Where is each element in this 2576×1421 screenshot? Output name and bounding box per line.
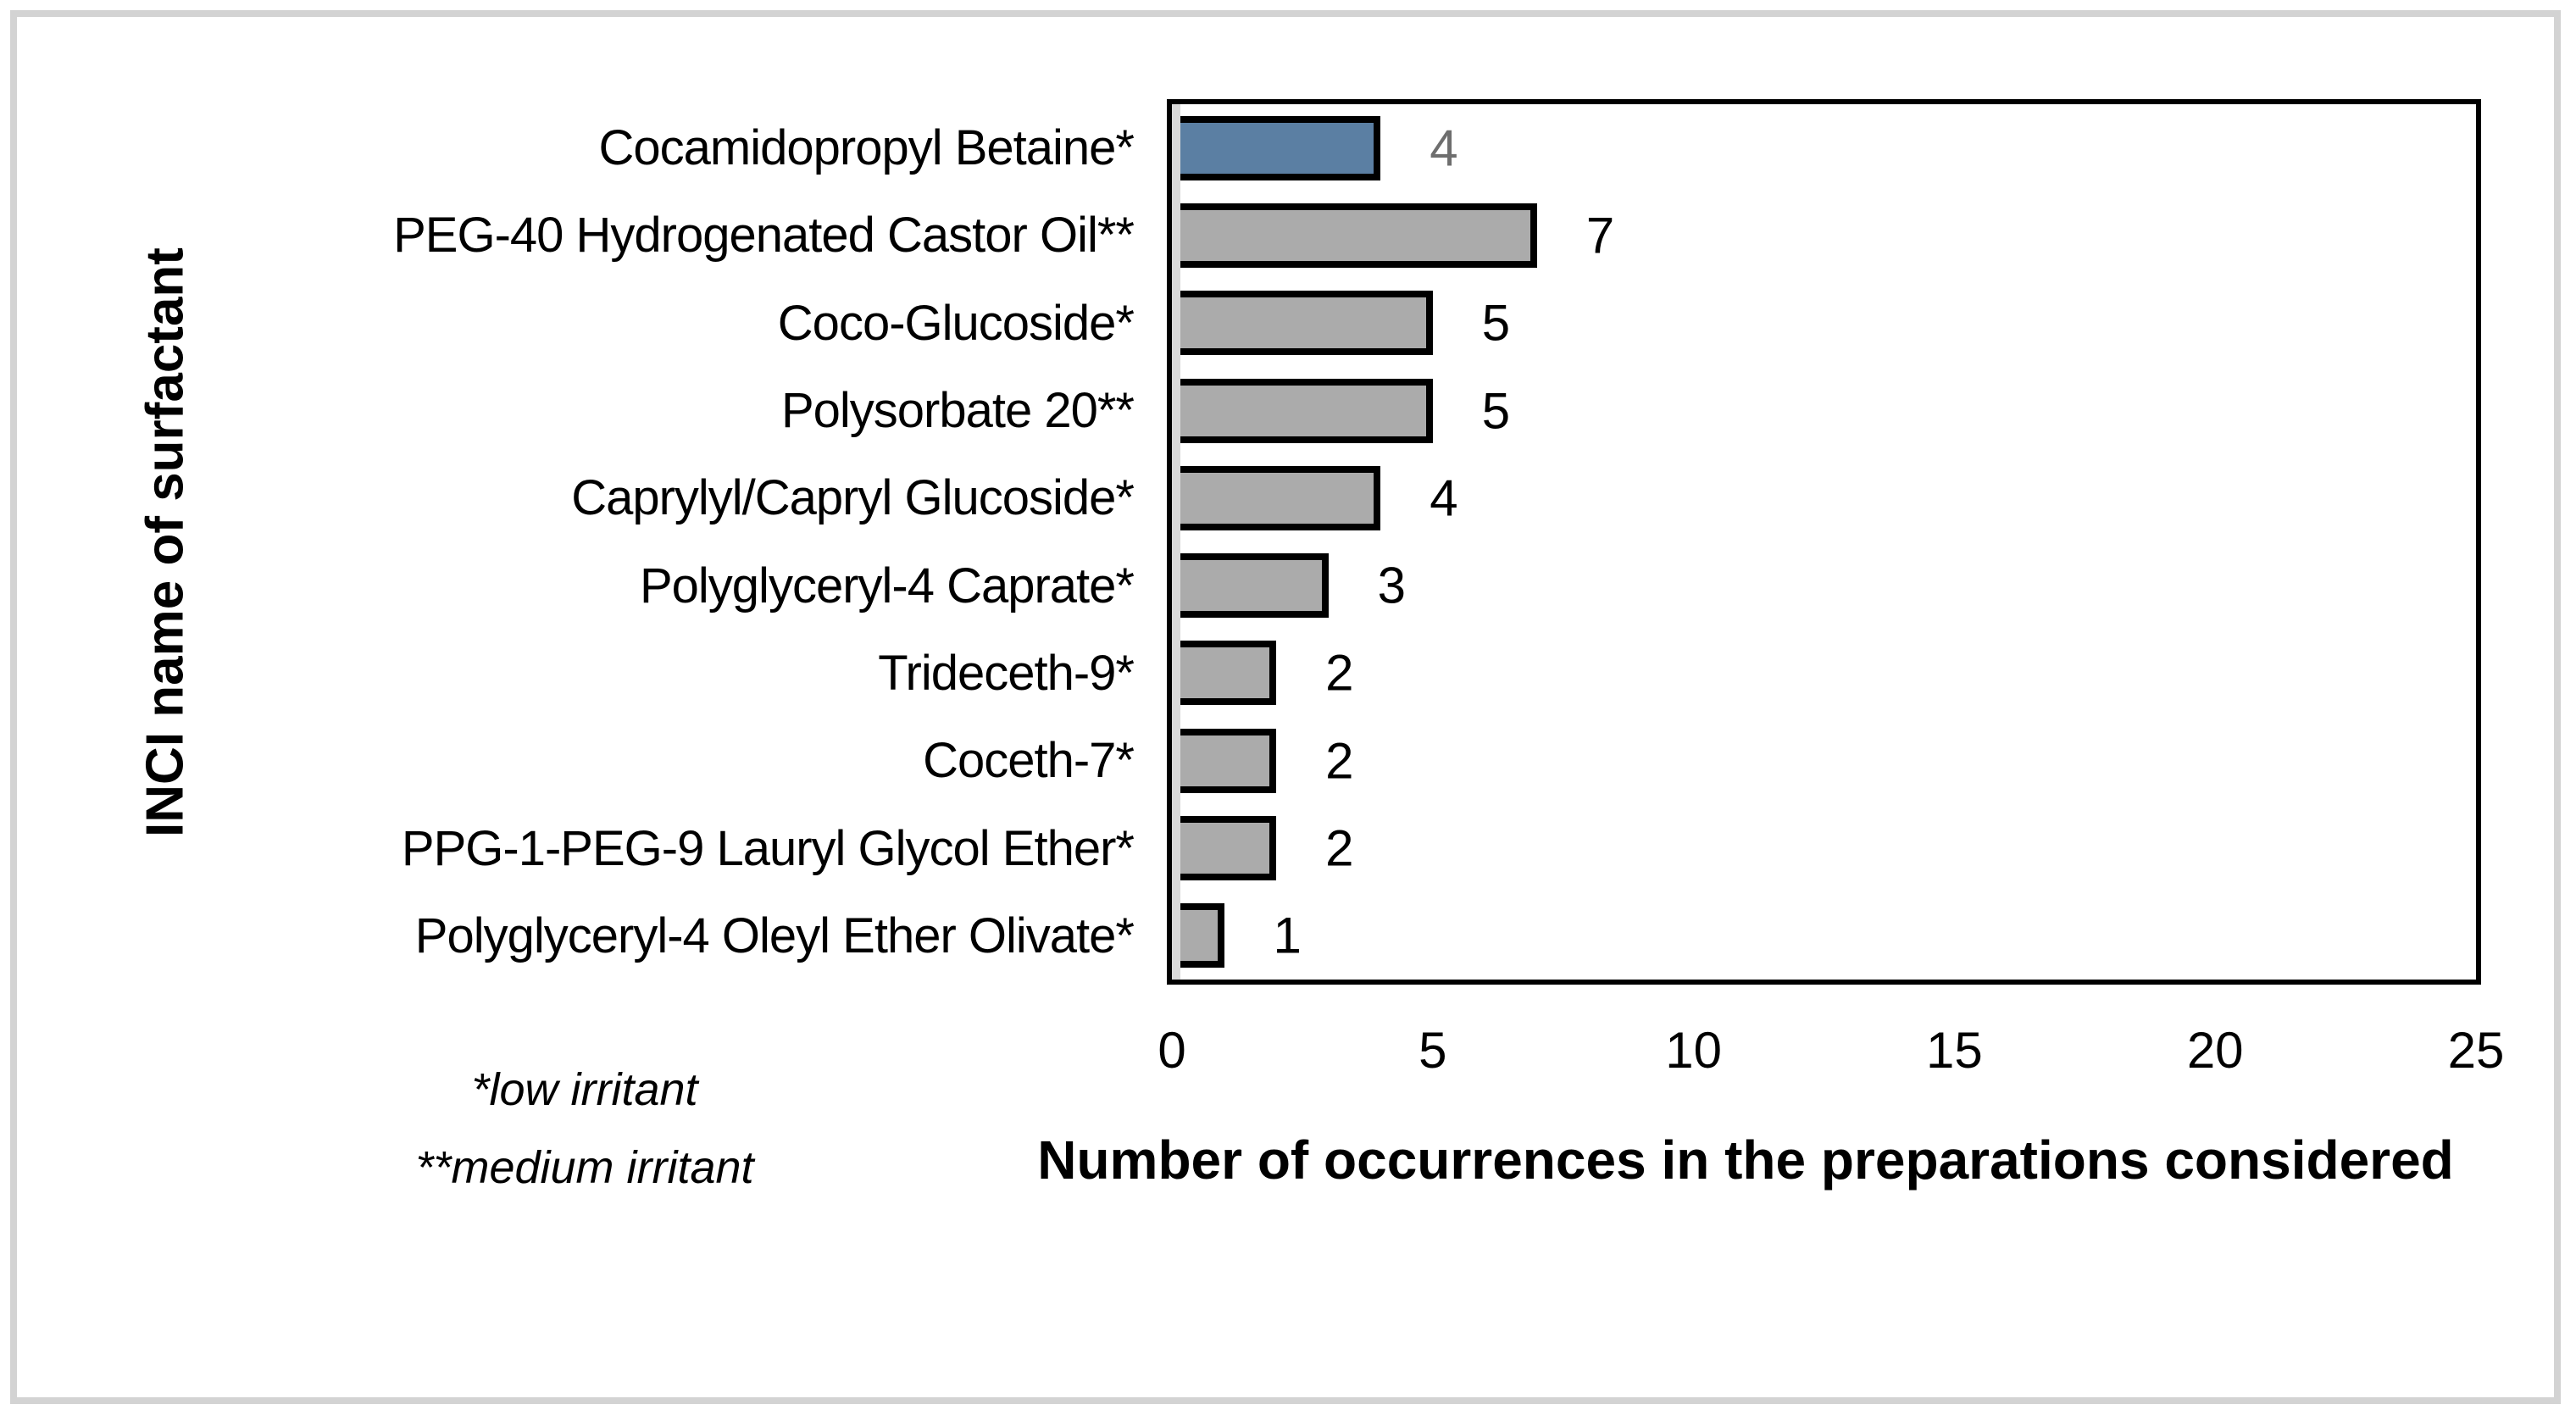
x-axis-tick-labels: 0 5 10 15 20 25 xyxy=(1158,1021,2504,1089)
footnote-line: **medium irritant xyxy=(415,1142,754,1193)
footnotes: *low irritant **medium irritant xyxy=(220,1051,949,1207)
category-label: Caprylyl/Capryl Glucoside* xyxy=(571,470,1135,526)
value-label: 4 xyxy=(1430,119,1458,177)
category-axis-labels: Cocamidopropyl Betaine* PEG-40 Hydrogenat… xyxy=(203,104,1152,980)
zero-axis-line xyxy=(1172,104,1180,980)
x-axis-title: Number of occurrences in the preparation… xyxy=(1037,1130,2454,1191)
bar xyxy=(1180,903,1224,969)
bar xyxy=(1180,378,1433,443)
category-label: Polysorbate 20** xyxy=(780,383,1135,439)
value-label: 5 xyxy=(1481,294,1511,352)
category-label: Polyglyceryl-4 Caprate* xyxy=(639,558,1135,613)
category-label: Cocamidopropyl Betaine* xyxy=(598,120,1135,176)
category-label: Polyglyceryl-4 Oleyl Ether Olivate* xyxy=(414,908,1135,963)
figure-border-frame xyxy=(10,10,2561,1404)
x-tick-label: 20 xyxy=(2186,1022,2244,1079)
x-tick-label: 25 xyxy=(2447,1022,2505,1079)
bar xyxy=(1180,203,1537,268)
bar xyxy=(1180,115,1381,180)
category-label: Coceth-7* xyxy=(923,733,1135,789)
bar xyxy=(1180,553,1329,619)
category-label: PEG-40 Hydrogenated Castor Oil** xyxy=(393,208,1135,264)
value-label: 2 xyxy=(1325,732,1354,790)
x-tick-label: 5 xyxy=(1418,1022,1447,1079)
bar xyxy=(1180,816,1277,881)
bar xyxy=(1180,465,1381,530)
y-axis-title: INCI name of surfactant xyxy=(136,247,195,837)
value-label: 1 xyxy=(1273,907,1302,964)
value-label: 2 xyxy=(1325,819,1354,877)
category-label: PPG-1-PEG-9 Lauryl Glycol Ether* xyxy=(401,820,1135,876)
bar xyxy=(1180,291,1433,356)
value-label: 2 xyxy=(1325,644,1354,702)
bar xyxy=(1180,641,1277,706)
x-tick-label: 0 xyxy=(1158,1022,1186,1079)
value-label: 5 xyxy=(1481,382,1511,440)
x-tick-label: 15 xyxy=(1926,1022,1983,1079)
category-label: Trideceth-9* xyxy=(878,645,1135,701)
bar xyxy=(1180,728,1277,793)
value-label: 7 xyxy=(1585,207,1615,264)
category-label: Coco-Glucoside* xyxy=(777,295,1135,351)
value-label: 3 xyxy=(1377,557,1407,614)
value-label: 4 xyxy=(1430,469,1458,527)
x-tick-label: 10 xyxy=(1665,1022,1722,1079)
footnote-line: *low irritant xyxy=(471,1064,698,1115)
